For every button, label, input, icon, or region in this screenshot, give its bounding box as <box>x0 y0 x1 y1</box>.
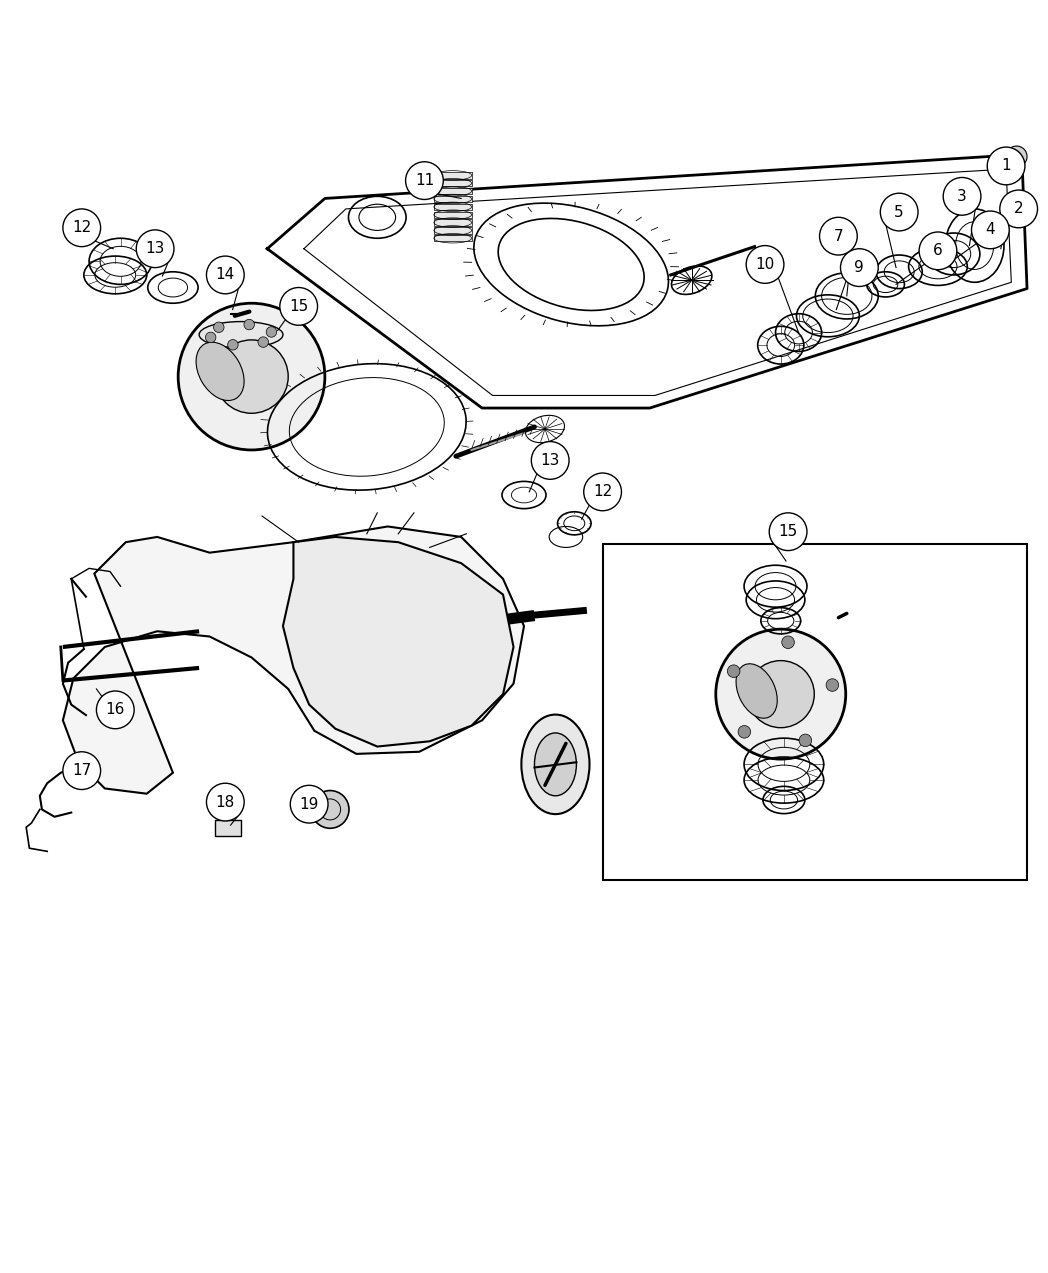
Circle shape <box>96 691 134 728</box>
Ellipse shape <box>196 342 244 401</box>
Text: 12: 12 <box>72 220 91 236</box>
Ellipse shape <box>534 733 576 796</box>
Bar <box>434 172 472 178</box>
Circle shape <box>584 474 621 510</box>
Bar <box>434 196 472 202</box>
Circle shape <box>782 636 794 648</box>
Bar <box>434 236 472 242</box>
Text: 1: 1 <box>1001 158 1011 173</box>
Circle shape <box>826 679 838 691</box>
Text: 3: 3 <box>957 188 967 204</box>
Bar <box>434 228 472 233</box>
Ellipse shape <box>199 322 283 348</box>
Bar <box>215 820 241 835</box>
Circle shape <box>880 193 918 230</box>
Circle shape <box>205 332 216 342</box>
Circle shape <box>746 246 784 284</box>
Circle shape <box>769 513 807 550</box>
Circle shape <box>63 752 101 789</box>
Bar <box>434 188 472 195</box>
Circle shape <box>716 629 846 759</box>
Circle shape <box>1006 146 1027 167</box>
Circle shape <box>244 320 255 330</box>
Text: 6: 6 <box>933 243 943 258</box>
Text: 14: 14 <box>216 267 235 283</box>
Circle shape <box>227 340 238 350</box>
Text: 2: 2 <box>1013 201 1024 216</box>
Text: 15: 15 <box>779 524 798 540</box>
Text: 9: 9 <box>854 260 865 275</box>
Text: 12: 12 <box>593 484 612 499</box>
Circle shape <box>919 232 957 270</box>
Text: 19: 19 <box>300 797 319 812</box>
Circle shape <box>943 177 981 215</box>
Text: 11: 11 <box>415 173 434 188</box>
Text: 7: 7 <box>833 229 844 243</box>
Circle shape <box>820 218 857 255</box>
Circle shape <box>987 148 1025 185</box>
Circle shape <box>290 785 328 824</box>
Text: 5: 5 <box>894 205 904 219</box>
Circle shape <box>747 661 814 728</box>
Circle shape <box>727 665 740 677</box>
Circle shape <box>206 783 244 821</box>
Circle shape <box>266 327 277 337</box>
Text: 16: 16 <box>106 703 125 718</box>
Ellipse shape <box>736 663 778 718</box>
Circle shape <box>799 735 811 747</box>
Text: 10: 10 <box>756 257 774 272</box>
Circle shape <box>531 442 569 480</box>
Text: 18: 18 <box>216 794 235 810</box>
Circle shape <box>311 791 349 829</box>
Circle shape <box>971 211 1009 248</box>
Circle shape <box>258 337 268 348</box>
Text: 13: 13 <box>541 453 560 468</box>
Polygon shape <box>283 537 514 746</box>
Bar <box>434 211 472 218</box>
Circle shape <box>840 248 878 286</box>
Circle shape <box>215 340 288 414</box>
Circle shape <box>280 288 318 325</box>
Text: 13: 13 <box>146 242 165 256</box>
FancyBboxPatch shape <box>603 545 1027 880</box>
Text: 17: 17 <box>72 763 91 778</box>
Bar <box>434 179 472 186</box>
Text: 15: 15 <box>289 299 308 314</box>
Circle shape <box>178 303 325 449</box>
Circle shape <box>136 230 174 267</box>
Ellipse shape <box>522 714 589 815</box>
Circle shape <box>406 162 443 200</box>
Circle shape <box>1000 190 1038 228</box>
Text: 4: 4 <box>985 223 996 237</box>
Bar <box>434 219 472 225</box>
Circle shape <box>206 256 244 294</box>
Bar <box>434 204 472 210</box>
Circle shape <box>214 322 224 332</box>
Circle shape <box>738 726 750 738</box>
Polygon shape <box>63 527 524 793</box>
Circle shape <box>63 209 101 247</box>
